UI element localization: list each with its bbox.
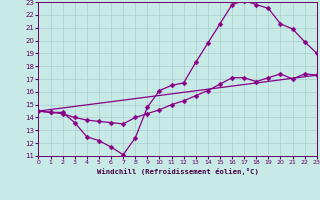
X-axis label: Windchill (Refroidissement éolien,°C): Windchill (Refroidissement éolien,°C) <box>97 168 259 175</box>
